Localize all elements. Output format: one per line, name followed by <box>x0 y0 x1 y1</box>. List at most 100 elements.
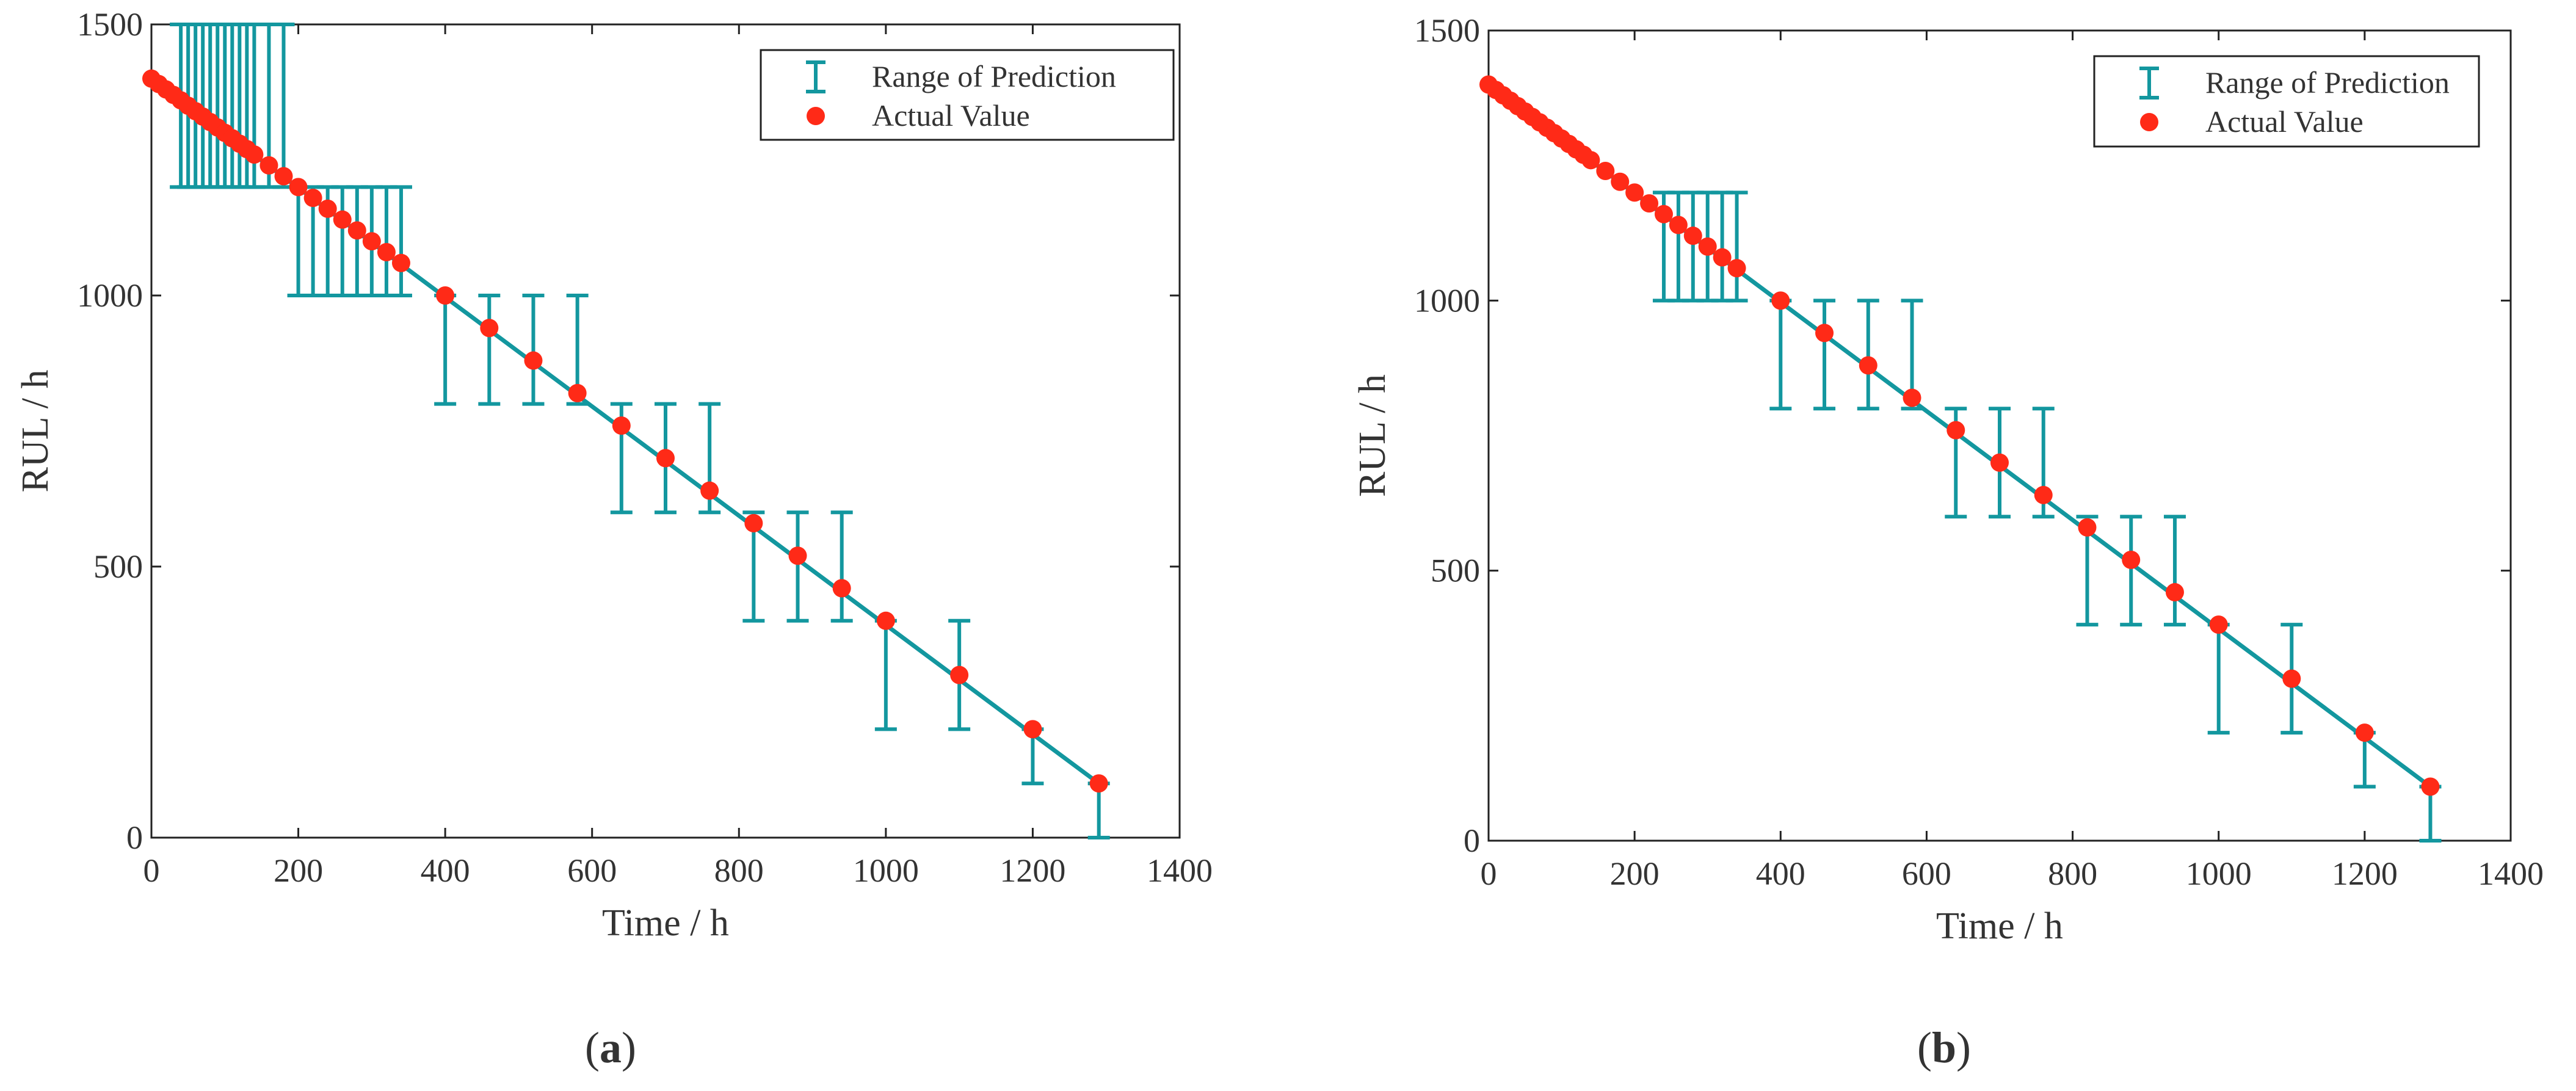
actual-value-point <box>289 178 308 197</box>
prediction-range-bar <box>1725 190 1748 303</box>
prediction-range-bar <box>390 185 412 297</box>
x-tick-label: 1200 <box>1000 852 1065 889</box>
actual-value-point <box>1903 388 1921 407</box>
plot-frame <box>150 23 1181 839</box>
legend-label-actual: Actual Value <box>872 98 1030 132</box>
x-tick-label: 800 <box>2048 855 2097 892</box>
actual-value-point <box>1611 172 1630 191</box>
actual-value-point <box>612 416 631 435</box>
actual-value-point <box>1713 248 1732 267</box>
actual-value-point <box>318 199 337 218</box>
x-tick-label: 1000 <box>2186 855 2252 892</box>
actual-value-point <box>1947 421 1965 440</box>
x-tick-label: 800 <box>714 852 764 889</box>
actual-value-point <box>391 253 410 272</box>
prediction-range-bar <box>2163 515 2186 627</box>
actual-value-point <box>1596 162 1615 181</box>
x-tick-label: 1400 <box>1147 852 1213 889</box>
y-axis-title: RUL / h <box>15 370 56 493</box>
prediction-range-bar <box>522 294 545 406</box>
actual-value-point <box>656 449 675 468</box>
x-tick-label: 1400 <box>2478 855 2544 892</box>
actual-value-point <box>347 221 366 240</box>
actual-value-point <box>1727 259 1746 278</box>
prediction-range-bar <box>874 618 897 731</box>
caption-b: (b) <box>1917 1023 1971 1072</box>
actual-value-point <box>2078 518 2097 537</box>
actual-value-point <box>1654 205 1673 223</box>
actual-value-point <box>1815 324 1834 343</box>
actual-value-point <box>259 156 278 175</box>
x-tick-label: 400 <box>421 852 470 889</box>
legend-label-actual: Actual Value <box>2205 104 2364 139</box>
legend: Range of Prediction Actual Value <box>760 49 1175 141</box>
actual-value-point <box>274 167 293 186</box>
actual-value-point <box>2209 615 2228 634</box>
actual-value-point <box>2165 583 2184 602</box>
actual-value-point <box>700 481 719 500</box>
actual-value-point <box>303 189 322 208</box>
actual-value-point <box>480 319 499 338</box>
actual-value-point <box>2355 723 2374 742</box>
actual-value-point <box>1640 194 1659 213</box>
prediction-range-bar <box>830 510 853 623</box>
legend-actual-marker <box>807 107 825 125</box>
legend-box <box>2093 55 2480 148</box>
prediction-range-bar <box>478 294 501 406</box>
x-tick-label: 1200 <box>2332 855 2398 892</box>
actual-value-point <box>1669 216 1688 234</box>
actual-value-point <box>1771 291 1790 310</box>
prediction-range-bar <box>2120 515 2142 627</box>
actual-value-point <box>333 210 352 229</box>
actual-value-point <box>788 546 807 565</box>
y-tick-label: 1500 <box>77 6 143 43</box>
x-axis-title: Time / h <box>602 902 729 944</box>
legend-actual-marker <box>2140 113 2158 131</box>
y-axis-title: RUL / h <box>1352 374 1393 497</box>
y-tick-label: 500 <box>93 548 143 585</box>
actual-value-point <box>377 242 396 261</box>
actual-value-point <box>832 579 851 598</box>
actual-value-point <box>1990 453 2009 472</box>
actual-value-point <box>1698 237 1717 256</box>
y-tick-label: 0 <box>126 819 143 856</box>
legend-label-range: Range of Prediction <box>872 59 1116 93</box>
actual-value-point <box>1859 356 1878 375</box>
actual-value-point <box>362 232 381 251</box>
actual-value-point <box>245 145 264 164</box>
x-tick-label: 400 <box>1756 855 1805 892</box>
chart-panel-a: 0 200 400 600 800 1000 1200 1400 0 500 1000 1500 Tim… <box>15 6 1213 944</box>
caption-a: (a) <box>585 1023 636 1072</box>
actual-value-point <box>2282 669 2301 688</box>
chart-panel-b: 0 200 400 600 800 1000 1200 1400 0 500 1000 1500 Tim… <box>1352 12 2544 947</box>
actual-value-point <box>950 665 969 684</box>
actual-value-point <box>2421 777 2440 796</box>
y-tick-label: 1000 <box>77 277 143 314</box>
actual-value-point <box>1625 183 1644 202</box>
x-tick-label: 600 <box>1902 855 1951 892</box>
x-axis-title: Time / h <box>1936 905 2063 947</box>
actual-value-point <box>876 611 895 630</box>
y-tick-label: 1500 <box>1414 12 1480 49</box>
y-tick-label: 500 <box>1431 553 1480 589</box>
x-tick-label: 200 <box>274 852 323 889</box>
y-tick-label: 0 <box>1464 822 1480 859</box>
actual-value-point <box>744 513 763 532</box>
actual-value-point <box>1089 774 1108 793</box>
x-tick-label: 0 <box>1481 855 1497 892</box>
prediction-range-bar <box>1769 299 1792 411</box>
x-tick-label: 200 <box>1610 855 1660 892</box>
x-tick-label: 600 <box>567 852 617 889</box>
x-tick-label: 0 <box>143 852 160 889</box>
actual-value-point <box>2034 485 2053 504</box>
prediction-range-bar <box>1857 299 1879 411</box>
actual-value-point <box>1023 720 1042 739</box>
actual-value-point <box>1683 227 1702 245</box>
prediction-range-bar <box>1813 299 1836 411</box>
legend: Range of Prediction Actual Value <box>2093 55 2480 148</box>
prediction-range-bar <box>434 294 457 406</box>
actual-value-point <box>2122 550 2141 569</box>
actual-value-point <box>436 286 455 305</box>
y-tick-label: 1000 <box>1414 282 1480 319</box>
